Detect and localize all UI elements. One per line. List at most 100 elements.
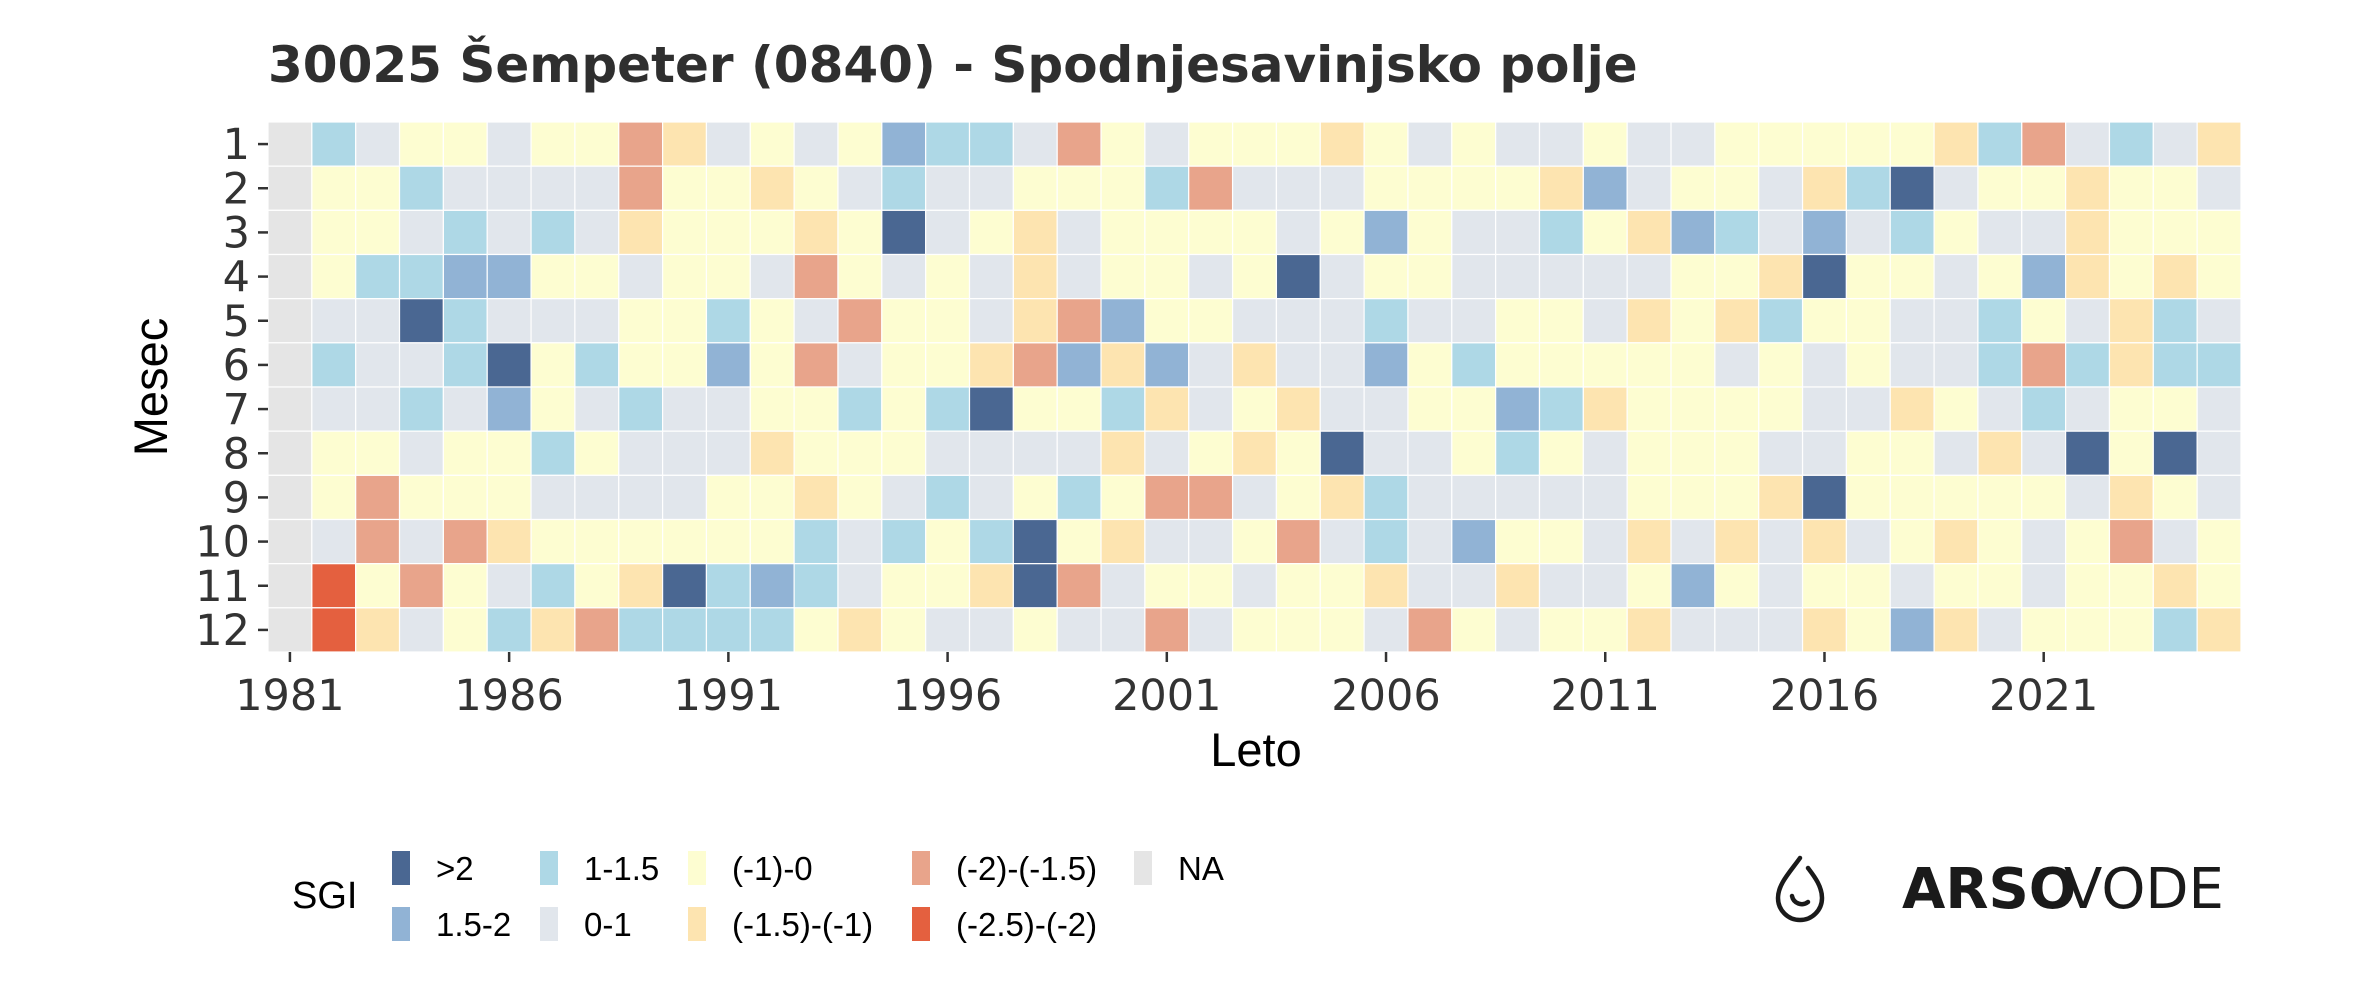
- heatmap-cell: [530, 386, 576, 432]
- y-tick-label: 10: [195, 518, 250, 568]
- heatmap-cell: [1801, 342, 1848, 388]
- heatmap-cell: [398, 253, 444, 300]
- heatmap-cell: [1319, 298, 1365, 344]
- heatmap-cell: [311, 518, 357, 565]
- heatmap-cell: [968, 474, 1014, 521]
- y-tick-label: 2: [223, 164, 250, 214]
- heatmap-cell: [530, 298, 576, 344]
- heatmap-cell: [574, 253, 620, 300]
- heatmap-cells: [267, 121, 2242, 653]
- heatmap-cell: [442, 342, 488, 388]
- x-tick-label: 2021: [1989, 671, 2098, 721]
- heatmap-cell: [574, 563, 620, 609]
- heatmap-cell: [618, 474, 664, 521]
- legend-label: (-1)-0: [732, 850, 813, 887]
- heatmap-cell: [837, 342, 883, 388]
- legend-swatch: [688, 907, 706, 941]
- heatmap-cell: [1144, 209, 1190, 256]
- heatmap-cell: [2065, 518, 2111, 565]
- heatmap-cell: [1582, 298, 1628, 344]
- heatmap-cell: [1582, 474, 1628, 521]
- heatmap-cell: [1538, 121, 1584, 167]
- heatmap-cell: [1231, 386, 1278, 432]
- heatmap-cell: [355, 386, 401, 432]
- heatmap-cell: [1188, 342, 1234, 388]
- x-tick-label: 1991: [674, 671, 783, 721]
- legend-label: 1.5-2: [436, 906, 511, 943]
- heatmap-cell: [1407, 253, 1453, 300]
- heatmap-cell: [925, 474, 971, 521]
- heatmap-cell: [1407, 474, 1453, 521]
- heatmap-cell: [1538, 209, 1584, 256]
- heatmap-cell: [1407, 607, 1453, 653]
- heatmap-cell: [968, 342, 1014, 388]
- heatmap-cell: [705, 474, 751, 521]
- heatmap-cell: [311, 121, 357, 167]
- heatmap-cell: [530, 165, 576, 211]
- heatmap-cell: [1012, 121, 1058, 167]
- heatmap-cell: [749, 121, 795, 167]
- heatmap-cell: [1626, 607, 1672, 653]
- heatmap-cell: [1714, 474, 1760, 521]
- heatmap-cell: [530, 342, 576, 388]
- heatmap-cell: [398, 298, 444, 344]
- heatmap-cell: [1275, 298, 1321, 344]
- heatmap-cell: [2196, 165, 2242, 211]
- heatmap-cell: [925, 386, 971, 432]
- heatmap-cell: [793, 430, 839, 476]
- legend-label: (-1.5)-(-1): [732, 906, 873, 943]
- legend-title: SGI: [292, 875, 357, 917]
- heatmap-cell: [267, 298, 313, 344]
- heatmap-cell: [1889, 342, 1935, 388]
- x-tick-label: 2001: [1112, 671, 1221, 721]
- heatmap-cell: [793, 342, 839, 388]
- heatmap-cell: [1714, 253, 1760, 300]
- heatmap-cell: [1801, 607, 1848, 653]
- heatmap-cell: [618, 563, 664, 609]
- heatmap-cell: [2108, 474, 2154, 521]
- heatmap-cell: [1670, 342, 1716, 388]
- heatmap-cell: [486, 342, 532, 388]
- heatmap-cell: [1933, 430, 1979, 476]
- heatmap-cell: [837, 121, 883, 167]
- heatmap-cell: [1144, 607, 1190, 653]
- heatmap-cell: [1451, 209, 1497, 256]
- heatmap-cell: [1231, 298, 1278, 344]
- heatmap-cell: [1582, 386, 1628, 432]
- heatmap-cell: [267, 518, 313, 565]
- heatmap-cell: [1758, 298, 1804, 344]
- heatmap-cell: [1845, 298, 1891, 344]
- heatmap-cell: [2152, 518, 2198, 565]
- heatmap-cell: [1056, 253, 1102, 300]
- heatmap-cell: [2108, 342, 2154, 388]
- heatmap-cell: [1626, 165, 1672, 211]
- heatmap-cell: [1538, 474, 1584, 521]
- heatmap-cell: [1670, 430, 1716, 476]
- heatmap-cell: [925, 518, 971, 565]
- heatmap-cell: [267, 607, 313, 653]
- heatmap-cell: [1933, 342, 1979, 388]
- heatmap-cell: [1495, 342, 1541, 388]
- heatmap-cell: [1275, 209, 1321, 256]
- heatmap-cell: [1758, 253, 1804, 300]
- heatmap-cell: [1758, 386, 1804, 432]
- heatmap-cell: [398, 386, 444, 432]
- heatmap-cell: [1100, 298, 1146, 344]
- heatmap-cell: [837, 253, 883, 300]
- heatmap-cell: [1626, 474, 1672, 521]
- heatmap-cell: [2021, 386, 2067, 432]
- heatmap-cell: [925, 165, 971, 211]
- heatmap-cell: [1451, 430, 1497, 476]
- heatmap-cell: [530, 430, 576, 476]
- heatmap-cell: [1626, 209, 1672, 256]
- heatmap-cell: [1056, 474, 1102, 521]
- y-tick-label: 12: [195, 606, 250, 656]
- heatmap-cell: [1144, 518, 1190, 565]
- heatmap-cell: [1056, 121, 1102, 167]
- heatmap-cell: [355, 121, 401, 167]
- heatmap-cell: [486, 474, 532, 521]
- heatmap-cell: [530, 563, 576, 609]
- heatmap-cell: [2065, 298, 2111, 344]
- heatmap-cell: [2021, 121, 2067, 167]
- heatmap-cell: [1801, 430, 1848, 476]
